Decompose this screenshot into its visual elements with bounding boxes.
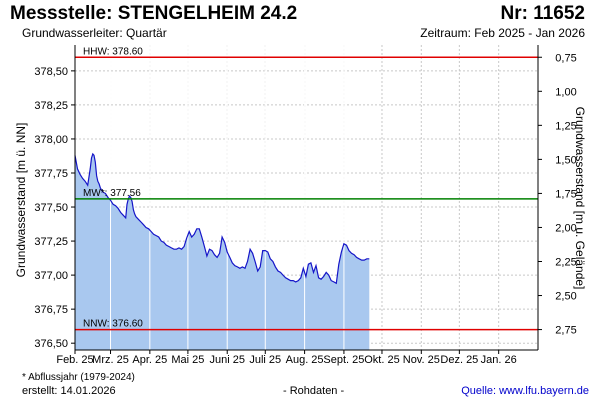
y-axis-label: Grundwasserstand [m ü. NN]: [14, 123, 28, 278]
y2-tick-label: 2,50: [555, 291, 576, 303]
x-tick-label: Juli 25: [249, 354, 281, 366]
y-tick-label: 377,00: [34, 270, 68, 282]
y2-tick-label: 1,00: [555, 86, 576, 98]
x-tick-label: Okt. 25: [364, 354, 399, 366]
y2-tick-label: 2,25: [555, 256, 576, 268]
x-tick-label: Sept. 25: [323, 354, 364, 366]
reference-lines: HHW: 378.60 MW*: 377.56 NNW: 376.60: [75, 46, 538, 331]
period-label: Zeitraum: Feb 2025 - Jan 2026: [420, 26, 585, 40]
raw-data-note: - Rohdaten -: [283, 385, 345, 397]
x-tick-label: Feb. 25: [56, 354, 93, 366]
data-layer: [74, 45, 370, 350]
x-tick-label: Aug. 25: [286, 354, 324, 366]
x-tick-label: Mai 25: [171, 354, 204, 366]
footnote: * Abflussjahr (1979-2024): [22, 372, 135, 383]
series-line: [74, 152, 370, 285]
y2-axis-label: Grundwasserstand [m u. Gelände]: [573, 107, 587, 290]
y-tick-label: 377,50: [34, 202, 68, 214]
source-link[interactable]: Quelle: www.lfu.bayern.de: [461, 385, 589, 397]
y2-tick-label: 1,50: [555, 154, 576, 166]
aquifer-subtitle: Grundwasserleiter: Quartär: [22, 26, 167, 40]
y-tick-label: 377,75: [34, 168, 68, 180]
x-tick-label: Juni 25: [209, 354, 244, 366]
y-tick-label: 378,50: [34, 66, 68, 78]
ref-label-mw: MW*: 377.56: [83, 188, 141, 199]
y-tick-label: 376,50: [34, 338, 68, 350]
ref-label-nnw: NNW: 376.60: [83, 319, 143, 330]
x-tick-label: Apr. 25: [132, 354, 167, 366]
y-tick-label: 377,25: [34, 236, 68, 248]
page-title: Messstelle: STENGELHEIM 24.2: [10, 3, 298, 24]
y2-tick-label: 1,75: [555, 188, 576, 200]
y-tick-label: 378,00: [34, 134, 68, 146]
y2-tick-label: 0,75: [555, 52, 576, 64]
y2-tick-label: 2,75: [555, 325, 576, 337]
y2-tick-label: 1,25: [555, 120, 576, 132]
ref-label-hhw: HHW: 378.60: [83, 46, 143, 57]
created-date: erstellt: 14.01.2026: [22, 385, 116, 397]
axes: 376,50 376,75 377,00 377,25 377,50 377,75 378,…: [34, 45, 577, 366]
y2-tick-label: 2,00: [555, 222, 576, 234]
x-tick-label: Mrz. 25: [92, 354, 129, 366]
station-number: Nr: 11652: [500, 3, 585, 24]
x-tick-label: Dez. 25: [440, 354, 478, 366]
x-tick-label: Nov. 25: [403, 354, 440, 366]
x-tick-label: Jan. 26: [481, 354, 517, 366]
y-tick-label: 378,25: [34, 100, 68, 112]
series-area: [75, 153, 370, 350]
y-tick-label: 376,75: [34, 304, 68, 316]
